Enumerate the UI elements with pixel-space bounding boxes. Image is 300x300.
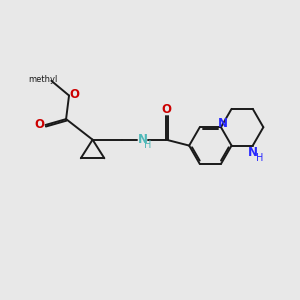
Text: O: O xyxy=(69,88,79,100)
Text: H: H xyxy=(144,140,152,150)
Text: N: N xyxy=(138,133,148,146)
Text: methyl: methyl xyxy=(28,75,58,84)
Text: N: N xyxy=(218,117,228,130)
Text: O: O xyxy=(34,118,44,131)
Text: N: N xyxy=(248,146,258,159)
Text: O: O xyxy=(161,103,171,116)
Text: H: H xyxy=(256,153,263,163)
